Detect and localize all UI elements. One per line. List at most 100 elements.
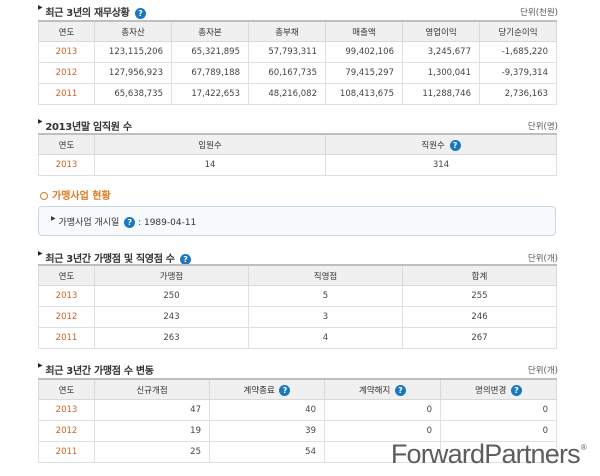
watermark-text: ForwardPartners [390, 439, 581, 469]
col-header: 직영점 [248, 264, 403, 286]
table-cell: 48,216,082 [248, 83, 326, 105]
stores-unit: 단위(개) [527, 254, 558, 264]
table-cell: 243 [94, 306, 249, 328]
financial-title: ▶최근 3년의 재무상황 ? [38, 4, 146, 19]
col-header: 영업이익 [402, 20, 480, 42]
financial-table: 연도 총자산 총자본 총부채 매출액 영업이익 당기순이익 2013 123,1… [38, 20, 557, 105]
col-header: 신규개점 [94, 378, 210, 400]
financial-unit: 단위(천원) [520, 8, 558, 18]
registered-mark: ® [580, 443, 587, 452]
watermark-logo: ForwardPartners® [390, 439, 587, 470]
table-cell: 54 [209, 441, 325, 463]
table-cell: 14 [94, 154, 326, 176]
table-cell: 40 [209, 399, 325, 421]
col-header-text: 직원수 [421, 140, 445, 151]
table-cell: 99,402,106 [325, 41, 403, 63]
col-header: 연도 [38, 264, 95, 286]
col-header: 매출액 [325, 20, 403, 42]
col-header-with-help: 계약해지 ? [324, 378, 441, 400]
changes-section-header: ▶최근 3년간 가맹점 수 변동 단위(개) [38, 362, 558, 378]
col-header: 총자본 [171, 20, 249, 42]
year-cell: 2011 [38, 441, 95, 463]
staff-section-header: ▶2013년말 임직원 수 단위(명) [38, 118, 558, 134]
table-cell: 25 [94, 441, 210, 463]
col-header: 총자산 [94, 20, 172, 42]
franchise-title-text: 가맹사업 현황 [52, 191, 111, 202]
table-row: 2012 243 3 246 [38, 306, 557, 328]
col-header-with-help: 계약종료 ? [209, 378, 325, 400]
stores-title-text: 최근 3년간 가맹점 및 직영점 수 [45, 254, 175, 265]
triangle-bullet-icon: ▶ [38, 362, 43, 369]
col-header-with-help: 직원수 ? [325, 133, 557, 155]
table-cell: 65,321,895 [171, 41, 249, 63]
year-cell: 2013 [38, 154, 95, 176]
table-cell: 19 [94, 420, 210, 442]
table-row: 2012 127,956,923 67,789,188 60,167,735 7… [38, 62, 557, 84]
col-header: 연도 [38, 20, 95, 42]
question-icon[interactable]: ? [510, 384, 522, 396]
table-cell: 263 [94, 327, 249, 349]
table-row: 2011 65,638,735 17,422,653 48,216,082 10… [38, 83, 557, 105]
year-cell: 2013 [38, 41, 95, 63]
table-row: 2011 25 54 [38, 441, 557, 463]
franchise-start-label: 가맹사업 개시일 [58, 218, 120, 228]
question-icon[interactable]: ? [449, 139, 461, 151]
table-cell: 108,413,675 [325, 83, 403, 105]
franchise-start-value: : 1989-04-11 [138, 218, 197, 228]
table-cell: 39 [209, 420, 325, 442]
col-header: 당기순이익 [479, 20, 557, 42]
col-header: 총부채 [248, 20, 326, 42]
col-header-with-help: 명의변경 ? [440, 378, 557, 400]
col-header: 가맹점 [94, 264, 249, 286]
col-header: 연도 [38, 378, 95, 400]
table-cell: 1,300,041 [402, 62, 480, 84]
staff-title: ▶2013년말 임직원 수 [38, 118, 132, 133]
table-cell: 255 [402, 285, 557, 307]
table-cell: 0 [324, 399, 441, 421]
changes-table: 연도 신규개점 계약종료 ? 계약해지 ? 명의변경 ? 2013 47 40 … [38, 378, 557, 463]
triangle-bullet-icon: ▶ [51, 215, 56, 222]
circle-dot-icon [40, 192, 48, 200]
stores-section-header: ▶최근 3년간 가맹점 및 직영점 수 ? 단위(개) [38, 250, 558, 266]
question-icon[interactable]: ? [279, 384, 291, 396]
question-icon[interactable]: ? [124, 217, 136, 228]
table-cell: 79,415,297 [325, 62, 403, 84]
year-cell: 2013 [38, 285, 95, 307]
question-icon[interactable]: ? [134, 7, 146, 19]
financial-section-header: ▶최근 3년의 재무상황 ? 단위(천원) [38, 4, 558, 20]
year-cell: 2011 [38, 327, 95, 349]
table-cell: 17,422,653 [171, 83, 249, 105]
table-cell: 246 [402, 306, 557, 328]
stores-title: ▶최근 3년간 가맹점 및 직영점 수 ? [38, 250, 191, 265]
staff-table: 연도 임원수 직원수 ? 2013 14 314 [38, 133, 557, 176]
triangle-bullet-icon: ▶ [38, 118, 43, 125]
table-cell: 5 [248, 285, 403, 307]
table-cell: 4 [248, 327, 403, 349]
year-cell: 2012 [38, 420, 95, 442]
year-cell: 2012 [38, 62, 95, 84]
table-cell: 47 [94, 399, 210, 421]
changes-unit: 단위(개) [527, 366, 558, 376]
triangle-bullet-icon: ▶ [38, 4, 43, 11]
staff-title-text: 2013년말 임직원 수 [45, 122, 132, 133]
stores-table: 연도 가맹점 직영점 합계 2013 250 5 255 2012 243 3 … [38, 264, 557, 349]
col-header: 임원수 [94, 133, 326, 155]
table-cell: 127,956,923 [94, 62, 172, 84]
table-cell: -1,685,220 [479, 41, 557, 63]
triangle-bullet-icon: ▶ [38, 250, 43, 257]
table-cell: 0 [440, 399, 557, 421]
year-cell: 2013 [38, 399, 95, 421]
franchise-title: 가맹사업 현황 [40, 187, 111, 202]
table-cell: -9,379,314 [479, 62, 557, 84]
table-row: 2013 14 314 [38, 154, 557, 176]
table-cell [440, 441, 557, 463]
table-cell: 3,245,677 [402, 41, 480, 63]
col-header: 연도 [38, 133, 95, 155]
changes-title-text: 최근 3년간 가맹점 수 변동 [45, 366, 154, 377]
table-cell: 3 [248, 306, 403, 328]
table-cell: 65,638,735 [94, 83, 172, 105]
question-icon[interactable]: ? [179, 253, 191, 265]
col-header: 합계 [402, 264, 557, 286]
year-cell: 2012 [38, 306, 95, 328]
question-icon[interactable]: ? [394, 384, 406, 396]
